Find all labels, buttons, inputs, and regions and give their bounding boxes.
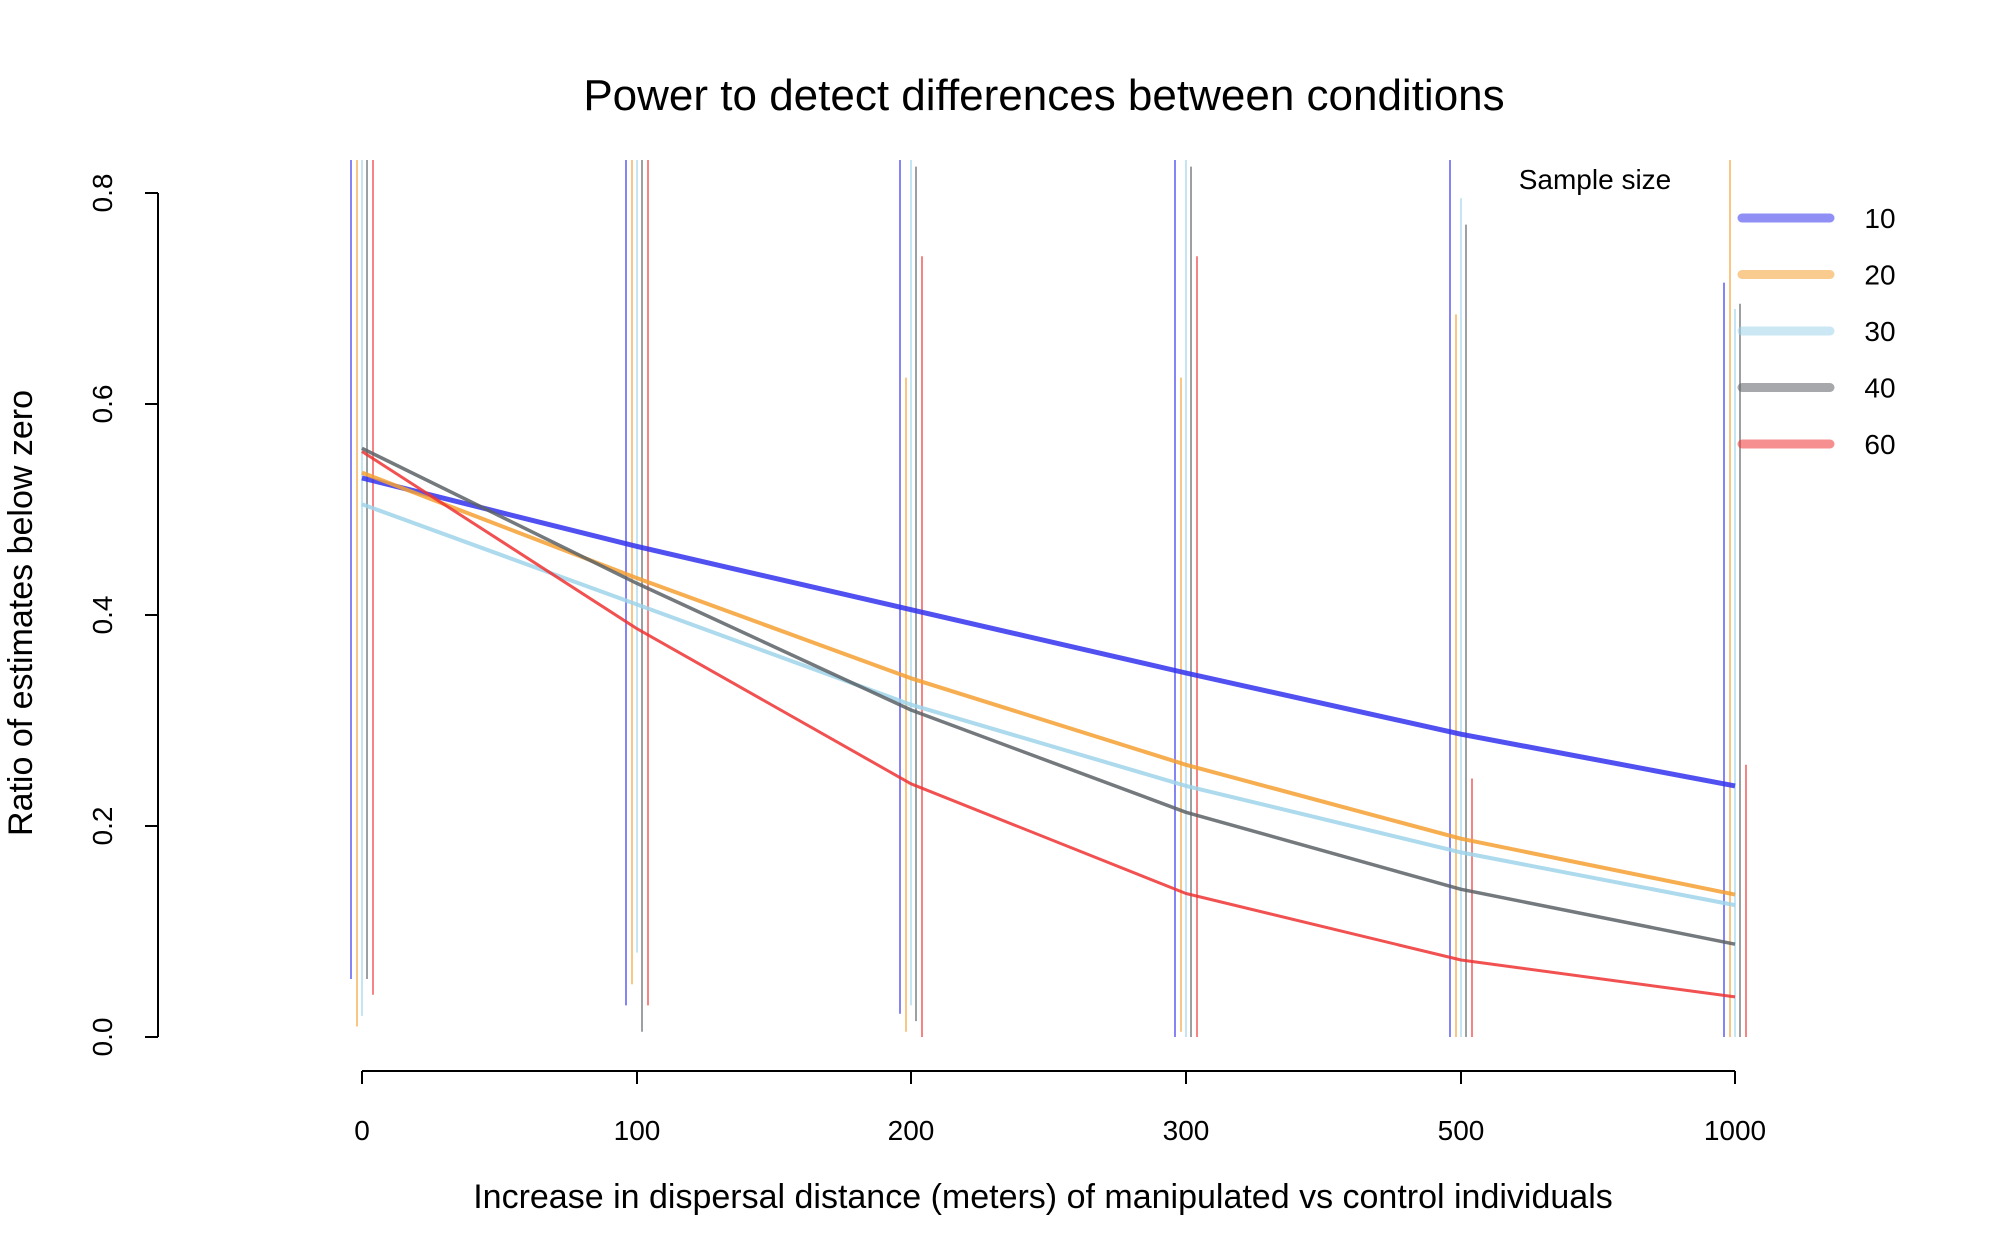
x-tick-label: 500: [1438, 1115, 1485, 1146]
series-line-20: [361, 470, 1736, 897]
series-line-30: [361, 502, 1736, 908]
legend-label-10: 10: [1864, 203, 1895, 234]
chart-title: Power to detect differences between cond…: [583, 71, 1504, 120]
x-axis: 0 100 200 300 500 1000: [354, 1070, 1766, 1146]
x-tick-label: 0: [354, 1115, 370, 1146]
x-tick-label: 300: [1163, 1115, 1210, 1146]
y-axis-label: Ratio of estimates below zero: [2, 390, 40, 836]
y-axis: 0.0 0.2 0.4 0.6 0.8: [87, 174, 159, 1057]
x-tick-label: 200: [888, 1115, 935, 1146]
series-line-40: [361, 446, 1736, 946]
x-tick-label: 1000: [1704, 1115, 1766, 1146]
series-lines: [361, 446, 1736, 999]
y-tick-label: 0.0: [87, 1018, 118, 1057]
legend-title: Sample size: [1519, 164, 1672, 195]
x-axis-label: Increase in dispersal distance (meters) …: [473, 1178, 1613, 1216]
y-tick-label: 0.2: [87, 807, 118, 846]
y-tick-label: 0.8: [87, 174, 118, 213]
legend: Sample size 10 20 30 40 60: [1519, 164, 1896, 460]
y-tick-label: 0.6: [87, 385, 118, 424]
legend-label-60: 60: [1864, 429, 1895, 460]
legend-label-30: 30: [1864, 316, 1895, 347]
x-tick-label: 100: [614, 1115, 661, 1146]
series-line-10: [361, 475, 1736, 789]
error-bars: [350, 160, 1747, 1037]
y-tick-label: 0.4: [87, 596, 118, 635]
legend-label-20: 20: [1864, 260, 1895, 291]
legend-label-40: 40: [1864, 373, 1895, 404]
series-line-60: [361, 450, 1736, 999]
